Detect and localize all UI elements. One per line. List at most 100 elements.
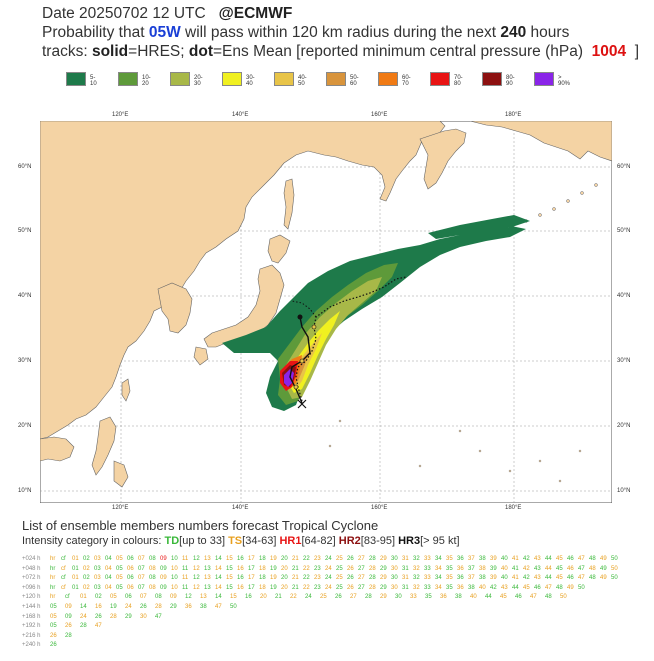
ensemble-member: 05 <box>50 604 57 610</box>
ensemble-member: 19 <box>270 575 277 582</box>
lon-top-tick: 140°E <box>232 112 249 118</box>
ensemble-member: 16 <box>237 584 244 591</box>
ensemble-member: 25 <box>320 594 327 601</box>
ensemble-member: 48 <box>589 575 596 582</box>
ens-mean-track <box>295 276 407 402</box>
ensemble-member: 28 <box>369 556 376 562</box>
lat-left-tick: 40°N <box>18 293 32 299</box>
ensemble-member: 21 <box>292 565 299 572</box>
ensemble-member: 34 <box>435 565 442 572</box>
ensemble-member: 10 <box>171 575 178 582</box>
ensemble-member: hr <box>50 584 56 591</box>
ensemble-member: 44 <box>545 575 552 582</box>
ensemble-member: 33 <box>424 584 431 591</box>
ensemble-member: 17 <box>248 575 255 582</box>
ensemble-member: 33 <box>424 565 431 572</box>
ensemble-member: 05 <box>116 575 123 582</box>
ensemble-member: cf <box>61 584 66 591</box>
ensemble-member: 14 <box>80 604 87 610</box>
row-lead-time: +216 h <box>22 632 41 639</box>
ensemble-member: 27 <box>350 594 357 601</box>
legend-swatch <box>326 72 346 86</box>
legend-swatch <box>66 72 86 86</box>
ensemble-member: 21 <box>292 556 299 562</box>
land-philippines <box>91 416 129 488</box>
ensemble-member: 19 <box>270 556 277 562</box>
ensemble-member: 12 <box>193 584 200 591</box>
row-lead-time: +024 h <box>22 556 41 562</box>
ensemble-member: 22 <box>303 584 310 591</box>
ensemble-member: 31 <box>402 584 409 591</box>
ensemble-member: 10 <box>171 556 178 562</box>
ensemble-member: 42 <box>523 565 530 572</box>
ensemble-member: 06 <box>127 575 134 582</box>
ensemble-member: 50 <box>230 604 237 610</box>
ensemble-member: 15 <box>226 575 233 582</box>
legend-swatch <box>378 72 398 86</box>
ensemble-member: 41 <box>512 556 519 562</box>
land-taiwan <box>121 378 131 402</box>
lat-left-tick: 20°N <box>18 423 32 429</box>
ensemble-member: 31 <box>402 565 409 572</box>
ensemble-member: 02 <box>95 594 102 601</box>
ensemble-member: 28 <box>369 565 376 572</box>
ensemble-member: hr <box>50 594 56 601</box>
ensemble-member: 12 <box>193 556 200 562</box>
ensemble-member: 14 <box>215 575 222 582</box>
ensemble-member: 24 <box>325 584 332 591</box>
ensemble-member: 25 <box>336 556 343 562</box>
ensemble-member: 21 <box>292 575 299 582</box>
ensemble-member: 45 <box>500 594 507 601</box>
ensemble-member: 26 <box>95 613 102 620</box>
ensemble-member: 16 <box>237 575 244 582</box>
ensemble-member: 26 <box>335 594 342 601</box>
ensemble-member: 49 <box>600 575 607 582</box>
row-lead-time: +048 h <box>22 565 41 572</box>
ensemble-member: 50 <box>611 575 618 582</box>
td-label: TD <box>164 535 180 547</box>
ensemble-member: 18 <box>259 584 266 591</box>
ensemble-member: 25 <box>336 565 343 572</box>
ensemble-member: 37 <box>468 556 475 562</box>
lon-bottom-tick: 120°E <box>112 505 129 511</box>
ensemble-member: 47 <box>578 565 585 572</box>
ensemble-member: 42 <box>523 575 530 582</box>
ensemble-member: 38 <box>479 565 486 572</box>
legend-swatch <box>222 72 242 86</box>
row-lead-time: +192 h <box>22 623 41 630</box>
row-lead-time: +096 h <box>22 584 41 591</box>
legend-label: > 90% <box>558 75 571 87</box>
ensemble-member: 27 <box>358 556 365 562</box>
ensemble-member: 32 <box>413 575 420 582</box>
ensemble-member: 28 <box>110 613 117 620</box>
ensemble-member: 44 <box>512 584 519 591</box>
ensemble-member: 08 <box>149 575 156 582</box>
ensemble-member: 29 <box>170 604 177 610</box>
ensemble-member: hr <box>50 575 56 582</box>
ensemble-member: 09 <box>170 594 177 601</box>
ensemble-member: 35 <box>425 594 432 601</box>
ensemble-member: 05 <box>116 565 123 572</box>
ensemble-member: 50 <box>578 584 585 591</box>
ensemble-member: 04 <box>105 556 112 562</box>
ensemble-member: 28 <box>80 623 87 630</box>
ensemble-member: 46 <box>567 556 574 562</box>
ensemble-member: 35 <box>446 565 453 572</box>
ensemble-member: 15 <box>226 556 233 562</box>
ensemble-member: 37 <box>468 575 475 582</box>
ensemble-member: 45 <box>523 584 530 591</box>
ensemble-member: 24 <box>325 556 332 562</box>
legend-label: 40-50 <box>298 75 307 87</box>
ensemble-member: 30 <box>391 565 398 572</box>
ensemble-member: 43 <box>534 575 541 582</box>
legend-label: 80-90 <box>506 75 515 87</box>
ensemble-member: 39 <box>490 575 497 582</box>
ensemble-member: 14 <box>215 556 222 562</box>
ensemble-member: 45 <box>556 556 563 562</box>
ensemble-member: 48 <box>545 594 552 601</box>
ensemble-member: 26 <box>347 565 354 572</box>
ensemble-member: 40 <box>501 565 508 572</box>
lat-left-tick: 50°N <box>18 228 32 234</box>
ensemble-member: 02 <box>83 565 90 572</box>
ensemble-member: 47 <box>530 594 537 601</box>
